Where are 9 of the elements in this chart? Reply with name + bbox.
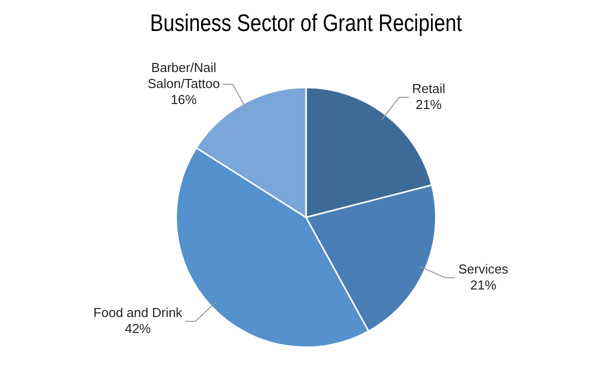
slice-label: Retail: [412, 80, 446, 96]
data-label: 21%: [470, 277, 497, 292]
slice-label: Services: [458, 261, 509, 276]
data-label: 42%: [124, 320, 152, 336]
slice-label: Food and Drink: [93, 304, 183, 320]
data-label: 21%: [416, 96, 442, 112]
chart-title: Business Sector of Grant Recipient: [150, 9, 462, 36]
slice-label: Barber/Nail Salon/Tattoo: [148, 60, 220, 91]
data-label: 16%: [170, 92, 198, 107]
